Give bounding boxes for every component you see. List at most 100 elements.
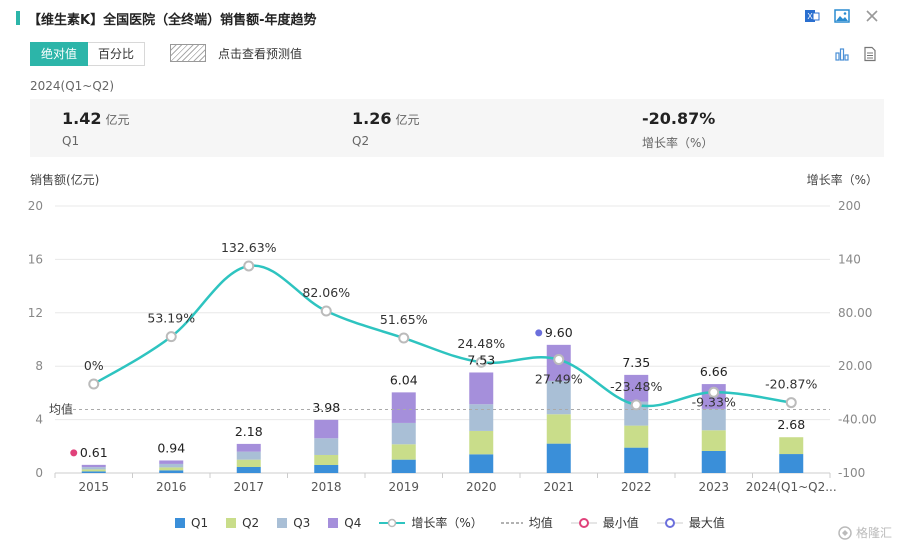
image-export-icon[interactable] <box>834 8 850 24</box>
bar-segment-q4 <box>624 374 649 402</box>
total-label: 9.60 <box>545 325 573 340</box>
bar-segment-q1 <box>546 443 571 473</box>
growth-point <box>553 354 565 366</box>
growth-label: 51.65% <box>380 312 428 327</box>
legend-dash-marker <box>500 521 523 524</box>
legend-item-q3[interactable]: Q3 <box>277 516 310 530</box>
summary-value: -20.87% <box>642 109 716 128</box>
legend-item-max[interactable]: 最大值 <box>656 514 725 531</box>
legend-min-marker <box>570 517 597 528</box>
legend-item-growth[interactable]: 增长率（%） <box>379 514 483 531</box>
bar-segment-q3 <box>159 463 184 468</box>
growth-label: -20.87% <box>765 377 817 392</box>
bar-segment-q2 <box>391 444 416 460</box>
y2-tick-label: 20.00 <box>838 359 872 373</box>
x-tick-label: 2015 <box>78 480 109 494</box>
view-switcher <box>834 46 878 62</box>
legend-label: Q1 <box>191 515 209 530</box>
summary-unit: 亿元 <box>105 113 130 127</box>
growth-label: 53.19% <box>147 311 195 326</box>
growth-label: -9.33% <box>692 394 736 409</box>
svg-text:X: X <box>807 12 813 21</box>
growth-label: -23.48% <box>610 379 662 394</box>
bar-segment-q2 <box>81 469 106 472</box>
bar-segment-q3 <box>391 422 416 445</box>
total-label: 6.04 <box>390 372 418 387</box>
y2-tick-label: -100 <box>838 466 865 480</box>
summary-label: Q1 <box>62 134 80 148</box>
growth-point <box>88 378 100 390</box>
bar-segment-q3 <box>546 380 571 415</box>
absolute-value-button[interactable]: 绝对值 <box>30 42 89 66</box>
y-tick-label: 20 <box>28 199 43 213</box>
growth-label: 132.63% <box>221 240 277 255</box>
y-tick-label: 4 <box>35 413 43 427</box>
bar-chart-icon[interactable] <box>834 46 850 62</box>
legend-item-min[interactable]: 最小值 <box>570 514 639 531</box>
legend-swatch <box>226 517 237 528</box>
summary-unit: 亿元 <box>395 113 420 127</box>
x-tick-label: 2019 <box>388 480 419 494</box>
mean-label: 均值 <box>49 401 73 416</box>
bar-segment-q1 <box>159 470 184 473</box>
summary-item-q1: 1.42 亿元 Q1 <box>62 109 130 148</box>
summary-item-q2: 1.26 亿元 Q2 <box>352 109 420 148</box>
watermark-logo-icon <box>838 525 852 540</box>
legend-label: 增长率（%） <box>411 516 483 530</box>
legend-item-q1[interactable]: Q1 <box>175 516 208 530</box>
growth-point <box>708 386 720 398</box>
legend-item-mean[interactable]: 均值 <box>500 514 553 531</box>
total-label: 3.98 <box>312 400 340 415</box>
forecast-label: 点击查看预测值 <box>218 46 303 61</box>
bar-segment-q2 <box>159 467 184 471</box>
x-tick-label: 2021 <box>543 480 574 494</box>
percentage-button[interactable]: 百分比 <box>88 42 146 66</box>
summary-item-growth: -20.87% 增长率（%） <box>642 109 715 151</box>
table-view-icon[interactable] <box>862 46 878 62</box>
growth-point <box>475 356 487 368</box>
legend-swatch <box>328 517 339 528</box>
legend-label: Q2 <box>242 515 260 530</box>
bar-segment-q1 <box>779 454 804 473</box>
y-tick-label: 8 <box>35 359 43 373</box>
growth-point <box>630 399 642 411</box>
x-tick-label: 2017 <box>233 480 264 494</box>
min-marker <box>70 449 78 457</box>
bar-segment-q2 <box>314 454 339 465</box>
hatch-pattern-icon <box>170 44 206 62</box>
y-tick-label: 0 <box>35 466 43 480</box>
summary-label: Q2 <box>352 134 370 148</box>
x-tick-label: 2018 <box>311 480 342 494</box>
growth-label: 27.49% <box>535 372 583 387</box>
y-axis-title: 销售额(亿元) <box>30 173 100 187</box>
watermark-text: 格隆汇 <box>855 526 892 540</box>
total-label: 6.66 <box>700 364 728 379</box>
bar-segment-q3 <box>236 451 261 460</box>
x-tick-label: 2016 <box>156 480 187 494</box>
watermark: 格隆汇 <box>838 524 892 541</box>
legend-label: 均值 <box>528 516 553 530</box>
growth-point <box>398 332 410 344</box>
total-label: 2.68 <box>777 417 805 432</box>
bar-segment-q4 <box>314 419 339 439</box>
summary-panel: 1.42 亿元 Q1 1.26 亿元 Q2 -20.87% 增长率（%） <box>30 99 884 157</box>
bar-segment-q2 <box>236 459 261 467</box>
excel-export-icon[interactable]: X <box>804 8 820 24</box>
period-label: 2024(Q1~Q2) <box>30 79 115 93</box>
summary-value: 1.26 <box>352 109 392 128</box>
bar-segment-q3 <box>469 404 494 431</box>
bar-segment-q2 <box>701 430 726 451</box>
legend-item-q4[interactable]: Q4 <box>328 516 361 530</box>
total-label: 0.61 <box>80 445 108 460</box>
forecast-toggle[interactable]: 点击查看预测值 <box>170 44 302 62</box>
legend-item-q2[interactable]: Q2 <box>226 516 259 530</box>
y2-tick-label: -40.00 <box>838 413 877 427</box>
bar-segment-q4 <box>159 460 184 464</box>
bar-segment-q4 <box>391 392 416 423</box>
top-toolbar: X <box>804 8 880 24</box>
bar-segment-q2 <box>779 437 804 455</box>
total-label: 7.53 <box>467 352 495 367</box>
legend-max-marker <box>656 517 683 528</box>
legend-swatch <box>277 517 288 528</box>
close-icon[interactable] <box>864 8 880 24</box>
